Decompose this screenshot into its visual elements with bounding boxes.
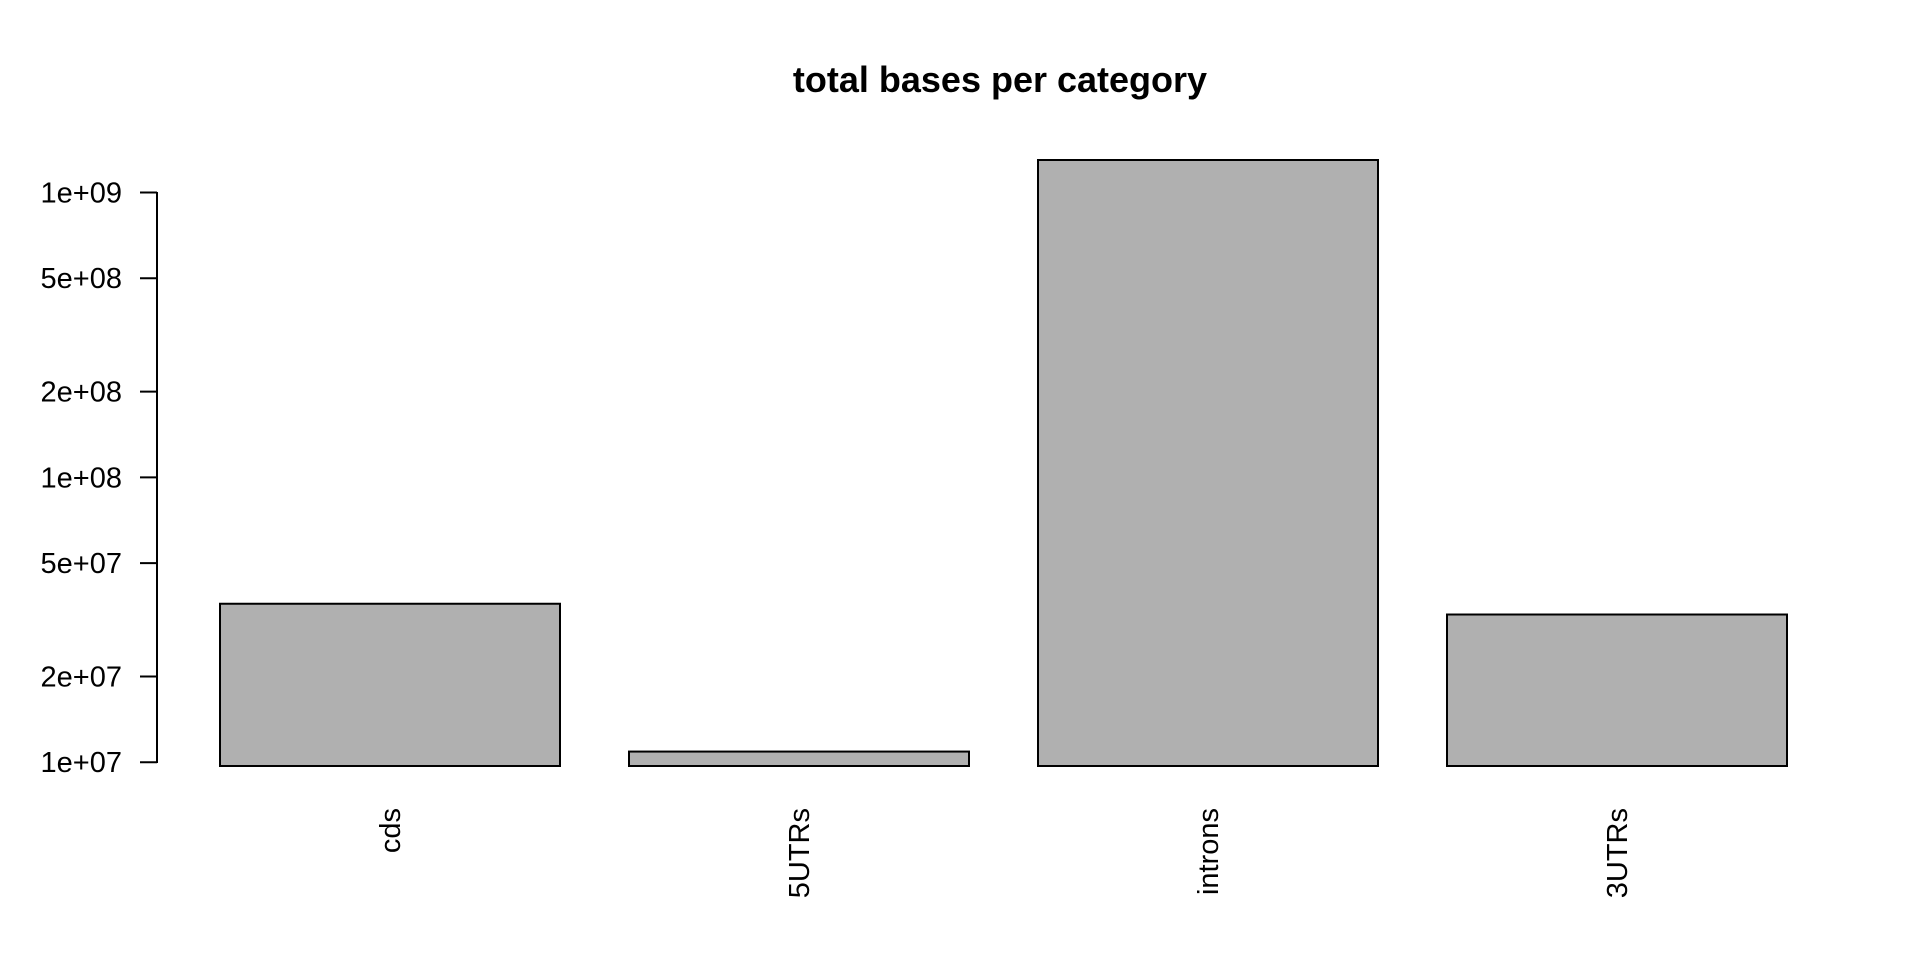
y-tick-label: 1e+09 — [41, 177, 122, 209]
category-label-introns: introns — [1193, 808, 1225, 895]
chart-title: total bases per category — [793, 59, 1207, 100]
bar-introns — [1037, 159, 1379, 767]
y-tick-label: 2e+08 — [41, 377, 122, 409]
category-label-cds: cds — [375, 808, 407, 853]
bar-3utrs — [1446, 613, 1788, 768]
y-tick-label: 5e+07 — [41, 548, 122, 580]
bars — [219, 159, 1788, 768]
y-tick-label: 1e+07 — [41, 747, 122, 779]
category-labels: cds 5UTRs introns 3UTRs — [375, 808, 1634, 898]
bar-cds — [219, 602, 561, 767]
y-axis-ticks: 1e+07 2e+07 5e+07 1e+08 2e+08 5e+08 1e+09 — [41, 177, 157, 779]
category-label-3utrs: 3UTRs — [1602, 808, 1634, 898]
bar-5utrs — [628, 750, 970, 768]
y-tick-label: 2e+07 — [41, 661, 122, 693]
y-tick-label: 1e+08 — [41, 462, 122, 494]
y-tick-label: 5e+08 — [41, 263, 122, 295]
category-label-5utrs: 5UTRs — [784, 808, 816, 898]
